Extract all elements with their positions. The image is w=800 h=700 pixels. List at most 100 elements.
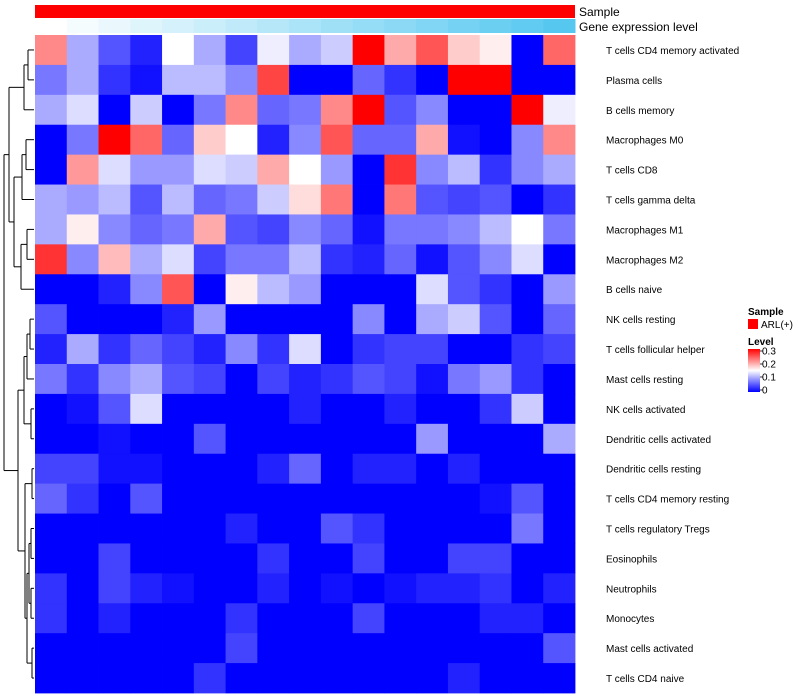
heatmap-cell	[130, 244, 163, 275]
heatmap-cell	[98, 364, 131, 395]
heatmap-cell	[511, 274, 544, 305]
heatmap-cell	[225, 274, 258, 305]
heatmap-cell	[162, 214, 195, 245]
heatmap-cell	[35, 603, 68, 634]
heatmap-cell	[289, 244, 322, 275]
heatmap-cell	[384, 633, 417, 664]
heatmap-cell	[257, 633, 290, 664]
gene-expression-cell	[352, 19, 385, 33]
heatmap-cell	[352, 453, 385, 485]
gene-expression-cell	[511, 19, 544, 33]
heatmap-cell	[98, 603, 131, 634]
heatmap-cell	[352, 364, 385, 395]
heatmap-cell	[289, 663, 322, 694]
heatmap-cell	[352, 154, 385, 185]
heatmap-cell	[257, 603, 290, 634]
heatmap-cell	[98, 513, 131, 544]
row-label: Dendritic cells resting	[606, 465, 701, 476]
heatmap-cell	[479, 573, 512, 604]
heatmap-cell	[98, 274, 131, 305]
heatmap-cell	[543, 573, 576, 604]
row-label: Eosinophils	[606, 554, 657, 565]
heatmap-cell	[447, 274, 481, 305]
heatmap-cell	[384, 304, 417, 335]
heatmap-cell	[66, 214, 99, 245]
heatmap-cell	[225, 543, 258, 574]
heatmap-cell	[479, 633, 512, 664]
heatmap-cell	[511, 663, 544, 694]
heatmap-cell	[543, 423, 576, 455]
heatmap-cell	[543, 513, 576, 544]
heatmap-cell	[35, 453, 68, 485]
heatmap-cell	[320, 603, 354, 634]
heatmap-cell	[130, 483, 163, 514]
row-label: Mast cells activated	[606, 644, 693, 655]
heatmap-cell	[98, 154, 131, 185]
heatmap-cell	[225, 483, 258, 514]
heatmap-cell	[320, 35, 354, 66]
heatmap-cell	[225, 64, 258, 96]
row-label: Macrophages M0	[606, 136, 684, 147]
heatmap-cell	[66, 244, 99, 275]
heatmap-cell	[66, 543, 99, 574]
heatmap-cell	[447, 603, 481, 634]
heatmap-cell	[130, 364, 163, 395]
heatmap-cell	[257, 184, 290, 215]
row-label: Neutrophils	[606, 584, 657, 595]
heatmap-cell	[66, 393, 99, 425]
row-label: Mast cells resting	[606, 375, 683, 386]
heatmap-cell	[257, 124, 290, 156]
heatmap-cell	[416, 334, 449, 365]
row-label: Macrophages M1	[606, 225, 684, 236]
heatmap-cell	[511, 393, 544, 425]
heatmap-cell	[130, 94, 163, 126]
heatmap-cell	[384, 124, 417, 156]
row-label: T cells CD4 naive	[606, 674, 685, 685]
legend-tick-label: 0	[762, 386, 768, 397]
heatmap-cell	[352, 423, 385, 455]
row-label: Dendritic cells activated	[606, 435, 711, 446]
legend-sample-label: ARL(+)	[761, 320, 793, 331]
heatmap-cell	[35, 573, 68, 604]
heatmap-cell	[384, 513, 417, 544]
row-label: B cells memory	[606, 106, 674, 117]
heatmap-cell	[352, 184, 385, 215]
heatmap-cell	[543, 364, 576, 395]
heatmap-cell	[289, 364, 322, 395]
heatmap-cell	[447, 184, 481, 215]
heatmap-cell	[193, 274, 226, 305]
heatmap-cell	[511, 513, 544, 544]
heatmap-cell	[511, 543, 544, 574]
heatmap-cell	[66, 184, 99, 215]
legend-sample-title: Sample	[748, 307, 784, 318]
heatmap-cell	[511, 334, 544, 365]
legend-tick-label: 0.1	[762, 373, 776, 384]
heatmap-cell	[193, 64, 226, 96]
heatmap-cell	[384, 244, 417, 275]
row-label: NK cells activated	[606, 405, 685, 416]
heatmap-cell	[384, 423, 417, 455]
heatmap-cell	[320, 633, 354, 664]
heatmap-cell	[384, 334, 417, 365]
heatmap-cell	[320, 364, 354, 395]
heatmap-cell	[66, 423, 99, 455]
heatmap-cell	[130, 663, 163, 694]
heatmap-cell	[162, 483, 195, 514]
heatmap-cell	[289, 573, 322, 604]
heatmap-cell	[225, 513, 258, 544]
heatmap-cell	[162, 154, 195, 185]
heatmap-cell	[479, 543, 512, 574]
heatmap-cell	[257, 244, 290, 275]
heatmap-cell	[447, 35, 481, 66]
heatmap-cell	[511, 603, 544, 634]
heatmap-cell	[35, 94, 68, 126]
heatmap-cell	[352, 513, 385, 544]
heatmap-cell	[352, 244, 385, 275]
heatmap-cell	[257, 423, 290, 455]
row-dendrogram	[3, 49, 34, 679]
heatmap-cell	[511, 184, 544, 215]
heatmap-cell	[479, 214, 512, 245]
heatmap-cell	[193, 483, 226, 514]
heatmap-cell	[543, 94, 576, 126]
